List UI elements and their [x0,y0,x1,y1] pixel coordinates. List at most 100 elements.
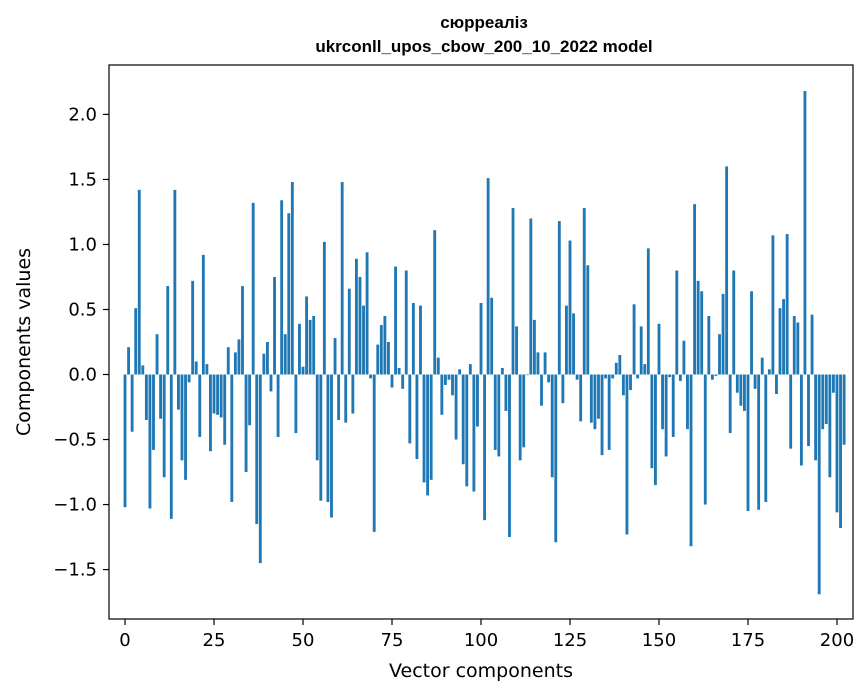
bar [743,374,746,411]
bar [280,200,284,375]
bar [842,374,846,445]
x-tick-label: 100 [464,630,498,651]
y-tick-label: 0.0 [68,365,97,386]
bar [799,374,803,466]
x-tick-label: 50 [292,630,315,651]
bar [465,374,469,487]
bar [597,374,600,419]
bar [493,374,497,450]
bar [568,240,572,375]
bar [817,374,821,595]
bar [629,374,632,391]
bar [216,374,219,415]
bar [718,334,721,375]
bar [461,374,465,465]
bar [760,357,764,375]
bar [166,286,170,375]
bar [443,374,447,385]
bar [807,374,810,447]
bar [362,305,365,375]
bar [710,374,714,380]
bar [771,235,775,375]
x-axis-label: Vector components [389,660,573,682]
bar [593,374,597,430]
bar [383,315,387,375]
x-tick-label: 200 [820,630,854,651]
bar [703,374,707,505]
bar [678,374,682,382]
bar [290,182,294,375]
bar [134,308,138,375]
bar [636,374,640,379]
bar [661,374,664,430]
x-tick-label: 125 [553,630,587,651]
bar [251,202,255,375]
bar [668,374,672,378]
bar [543,352,547,375]
bar [686,374,689,430]
bar [476,374,479,427]
bar [294,374,298,434]
bar [458,369,462,375]
bar [262,353,266,375]
y-tick-label: −0.5 [53,430,97,451]
bar [714,374,718,376]
bar [650,374,654,469]
chart-title: сюрреалiз [440,13,528,32]
bar [148,374,152,509]
bar-group [123,91,846,595]
x-tick-label: 175 [731,630,765,651]
bar [387,342,390,375]
bar [529,218,533,375]
bar [298,323,301,375]
bar [639,326,643,375]
bar [127,347,131,375]
bar [557,221,561,375]
bar [404,270,408,375]
bar [312,315,316,375]
bar [657,323,661,375]
bar [664,374,668,457]
bar [821,374,825,430]
bar [273,276,276,375]
bar [269,374,273,392]
bar [767,369,771,375]
y-tick-label: −1.5 [53,560,97,581]
bar [575,374,579,380]
bar [283,334,287,375]
y-axis: −1.5 −1.0 −0.5 0.0 0.5 1.0 1.5 2.0 [53,104,109,581]
bar [561,374,565,404]
bar [230,374,234,502]
bar [305,296,308,375]
bar [394,266,397,375]
bar [532,319,536,375]
bar [646,248,650,375]
bar [604,374,608,379]
bar [376,344,380,375]
bar [643,364,647,375]
bar [486,178,490,375]
bar [483,374,486,521]
bar [390,374,394,388]
bar [671,374,675,437]
bar [796,322,800,375]
bar [276,374,280,437]
bar [511,208,515,375]
y-tick-label: 1.5 [68,169,97,190]
bar [351,374,355,414]
bar [159,374,163,419]
bar [540,374,543,406]
bar [746,374,750,512]
bar [803,91,807,375]
bar [422,374,426,483]
bar [618,355,622,375]
bar [785,234,789,375]
bar [219,374,223,418]
bar [209,374,212,452]
bar [611,374,615,379]
bar [347,288,351,375]
bar [835,374,839,513]
bar [764,374,768,502]
bar [201,254,205,375]
bar [144,374,148,421]
